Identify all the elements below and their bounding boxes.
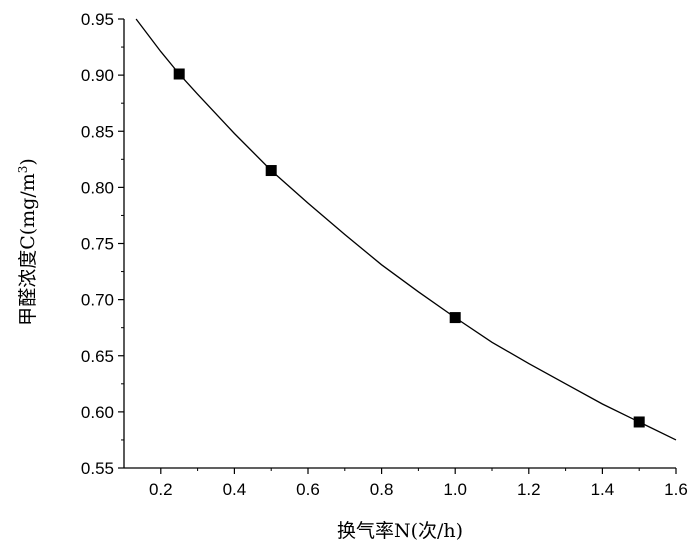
data-point [265,165,277,177]
x-tick-label: 0.2 [149,480,173,499]
y-tick-label: 0.85 [81,122,114,141]
y-tick-label: 0.80 [81,178,114,197]
data-point [449,312,461,324]
x-tick-label: 0.8 [370,480,394,499]
y-tick-label: 0.75 [81,235,114,254]
y-tick-label: 0.65 [81,347,114,366]
y-axis-title: 甲醛浓度C(mg/m3) [16,158,39,326]
data-point [633,416,645,428]
x-axis-title: 换气率N(次/h) [337,520,463,542]
x-tick-label: 1.4 [591,480,615,499]
axes [123,19,676,469]
y-tick-label: 0.70 [81,291,114,310]
y-tick-label: 0.90 [81,66,114,85]
fit-curve-layer [135,18,677,441]
x-tick-label: 1.2 [517,480,541,499]
fit-curve [135,18,677,441]
x-tick-label: 1.6 [664,480,688,499]
y-axis-title-main: 甲醛浓度C(mg/m [17,173,39,326]
x-tick-label: 1.0 [443,480,467,499]
x-tick-label: 0.6 [296,480,320,499]
data-point [173,68,185,80]
y-tick-label: 0.55 [81,459,114,478]
data-points-layer [173,68,645,428]
x-tick-label: 0.4 [223,480,247,499]
y-axis-title-superscript: 3 [16,166,30,174]
y-axis-ticks: 0.55 0.60 0.65 0.70 0.75 0.80 0.85 0.90 0.95 [81,10,124,478]
y-tick-label: 0.60 [81,403,114,422]
y-axis-title-suffix: ) [17,158,39,165]
y-tick-label: 0.95 [81,10,114,29]
x-axis-ticks: 0.2 0.4 0.6 0.8 1.0 1.2 1.4 1.6 [149,468,688,499]
